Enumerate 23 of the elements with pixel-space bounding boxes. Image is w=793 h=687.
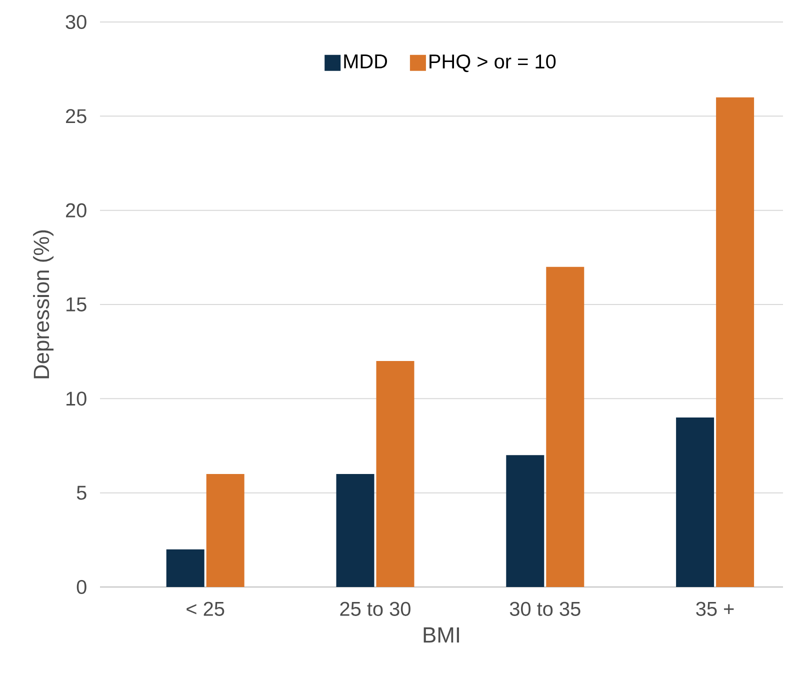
legend-label: PHQ > or = 10 (430, 54, 556, 72)
y-tick-label: 30 (66, 14, 86, 30)
bar (676, 418, 714, 587)
x-tick-label: < 25 (186, 602, 224, 616)
bar (206, 474, 244, 587)
bar (376, 361, 414, 587)
bar (166, 549, 204, 587)
x-tick-label: 30 to 35 (510, 602, 580, 616)
bar (506, 455, 544, 587)
x-tick-label: 25 to 30 (340, 602, 410, 616)
legend-label: MDD (344, 54, 388, 68)
y-tick-label: 5 (76, 486, 86, 500)
bar (546, 266, 584, 587)
y-tick-label: 10 (66, 392, 86, 406)
y-axis-title: Depression (%) (33, 230, 54, 378)
y-tick-label: 25 (66, 109, 86, 124)
bar (716, 97, 754, 587)
y-tick-label: 0 (76, 580, 86, 594)
x-axis-title: BMI (424, 627, 459, 643)
y-tick-label: 15 (66, 298, 86, 312)
y-tick-label: 20 (66, 203, 86, 218)
x-tick-label: 35 + (696, 602, 734, 616)
bar (336, 474, 374, 587)
